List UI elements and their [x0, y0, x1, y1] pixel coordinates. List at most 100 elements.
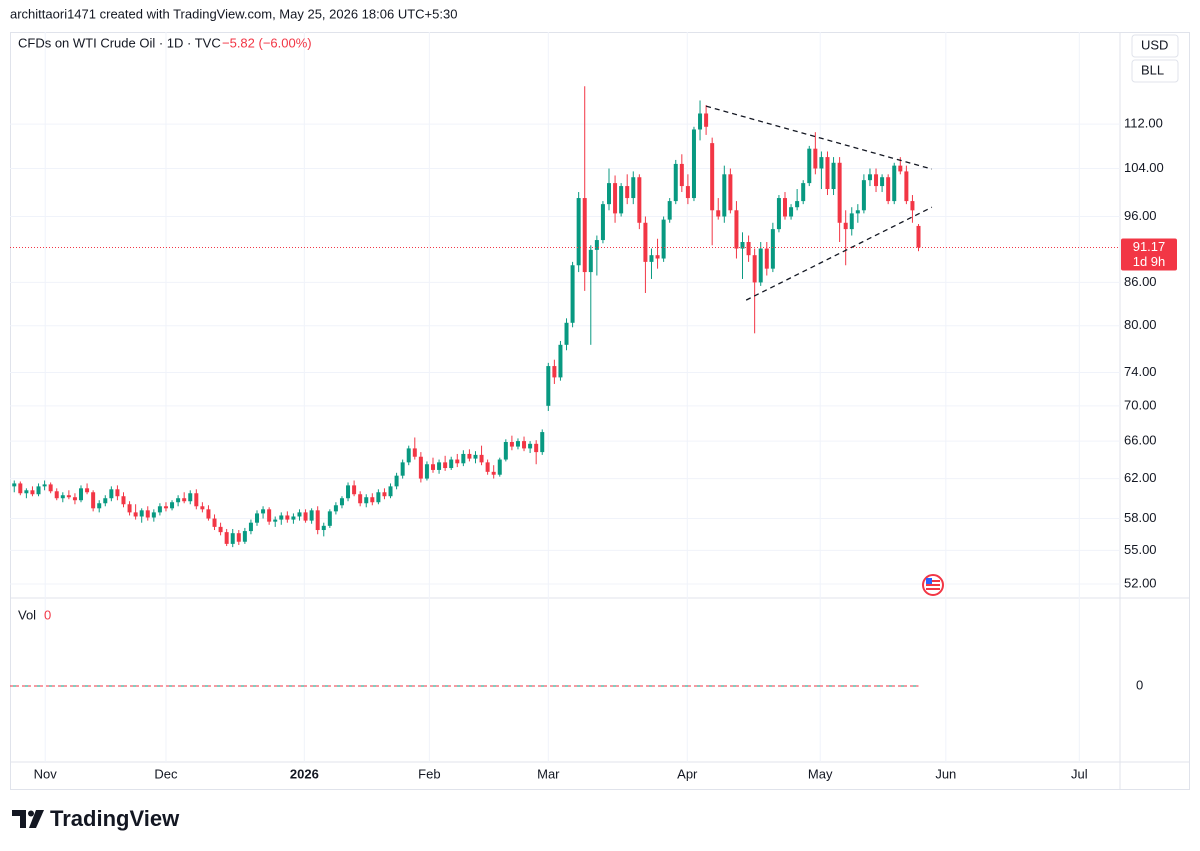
candle-body — [133, 512, 138, 517]
candle-body — [176, 498, 181, 503]
candle-body — [667, 201, 672, 220]
y-tick-label: 70.00 — [1124, 397, 1157, 412]
candle-body — [394, 475, 399, 487]
candle-body — [910, 201, 915, 211]
candle-body — [813, 148, 818, 169]
candle-body — [880, 177, 885, 187]
currency[interactable]: USD — [1141, 37, 1168, 52]
candle-body — [388, 486, 393, 497]
tradingview-logo — [12, 810, 44, 828]
candle-body — [212, 518, 217, 527]
author-line: archittaori1471 created with TradingView… — [10, 6, 457, 21]
candle-body — [364, 497, 369, 504]
candle-body — [728, 174, 733, 211]
candle-body — [443, 462, 448, 469]
candle-body — [849, 213, 854, 230]
candle-body — [758, 248, 763, 283]
trendline — [745, 206, 933, 301]
y-tick-label: 52.00 — [1124, 575, 1157, 590]
candle-body — [886, 177, 891, 202]
volume-tick-label: 0 — [1136, 677, 1143, 692]
x-tick-label: Nov — [34, 766, 58, 781]
currency-box[interactable] — [1131, 34, 1179, 58]
candle-body — [861, 180, 866, 211]
candle-body — [491, 471, 496, 475]
candle-body — [649, 255, 654, 262]
candle-body — [406, 448, 411, 463]
candle-body — [121, 496, 126, 505]
us-flag-icon — [922, 574, 944, 596]
candle-body — [552, 366, 557, 378]
candle-body — [534, 443, 539, 453]
candle-body — [267, 509, 272, 522]
candle-body — [752, 255, 757, 283]
candle-body — [874, 174, 879, 187]
candle-body — [303, 512, 308, 521]
change-label: −5.82 (−6.00%) — [222, 35, 312, 50]
candle-body — [376, 492, 381, 503]
candle-body — [600, 204, 605, 241]
grid — [10, 32, 1120, 762]
candle-body — [515, 441, 520, 447]
candle-body — [412, 448, 417, 457]
candle-body — [843, 222, 848, 230]
candle-body — [837, 162, 842, 223]
candle-body — [588, 249, 593, 273]
candle-body — [485, 462, 490, 472]
candle-body — [819, 157, 824, 169]
unit[interactable]: BLL — [1141, 62, 1164, 77]
candle-body — [734, 210, 739, 249]
candle-body — [236, 533, 241, 542]
candle-body — [789, 207, 794, 217]
y-tick-label: 86.00 — [1124, 274, 1157, 289]
x-tick-label: Jun — [935, 766, 956, 781]
candle-body — [206, 509, 211, 519]
candle-body — [339, 498, 344, 506]
candle-body — [370, 497, 375, 503]
y-tick-label: 55.00 — [1124, 542, 1157, 557]
candle-body — [163, 506, 168, 509]
candle-body — [570, 265, 575, 323]
candle-body — [151, 512, 156, 518]
trendline — [705, 105, 933, 170]
candle-body — [79, 488, 84, 501]
candle-body — [613, 183, 618, 214]
candle-body — [182, 498, 187, 502]
candle-body — [619, 186, 624, 214]
candle-body — [722, 174, 727, 217]
candle-body — [224, 532, 229, 544]
y-tick-label: 58.00 — [1124, 510, 1157, 525]
volume-last: 0 — [44, 607, 51, 622]
candle-body — [576, 198, 581, 266]
candle-body — [867, 174, 872, 181]
candle-body — [594, 240, 599, 250]
volume-legend: Vol — [18, 607, 36, 622]
candle-body — [716, 210, 721, 217]
candle-body — [503, 442, 508, 460]
candle-body — [145, 510, 150, 518]
candle-body — [321, 525, 326, 531]
candle-body — [807, 148, 812, 184]
candle-body — [704, 113, 709, 127]
unit-box[interactable] — [1131, 59, 1179, 83]
candle-body — [673, 163, 678, 202]
candle-body — [691, 129, 696, 199]
plot — [10, 86, 1120, 687]
candle-body — [66, 495, 71, 498]
candle-body — [655, 255, 660, 259]
candle-body — [103, 498, 108, 504]
candle-body — [898, 165, 903, 172]
candle-body — [467, 453, 472, 459]
candle-body — [540, 432, 545, 453]
candle-body — [285, 515, 290, 520]
candle-body — [473, 454, 478, 459]
candle-body — [528, 443, 533, 449]
candle-body — [449, 459, 454, 469]
candle-body — [522, 441, 527, 449]
x-tick-label: May — [808, 766, 833, 781]
candle-body — [625, 186, 630, 199]
candle-body — [904, 171, 909, 202]
candle-body — [892, 165, 897, 202]
x-tick-label: Jul — [1071, 766, 1088, 781]
candle-body — [558, 344, 563, 378]
